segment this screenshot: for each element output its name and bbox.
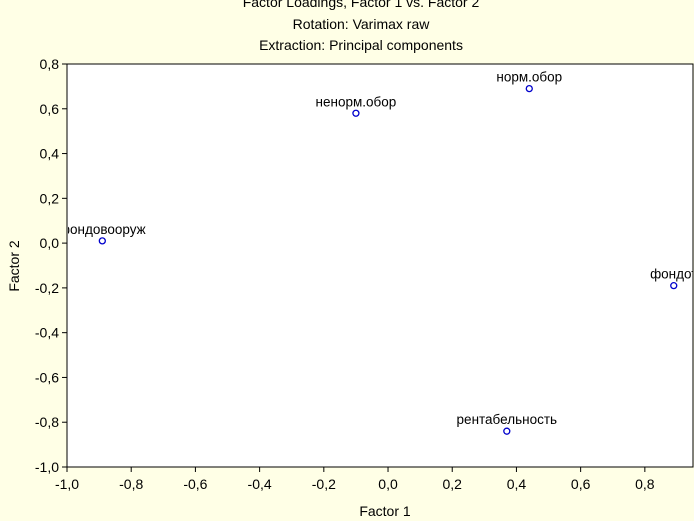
y-tick-label: 0,0 (40, 235, 60, 251)
chart-title: Factor Loadings, Factor 1 vs. Factor 2 (243, 0, 480, 10)
y-axis-label: Factor 2 (6, 240, 22, 292)
data-point-marker (525, 84, 533, 93)
y-tick-label: -0,2 (35, 280, 59, 296)
data-points: фондовооруж ненорм.обор норм.обор фондот рен… (59, 70, 694, 435)
x-axis-ticks: -1,0 -0,8 -0,6 -0,4 -0,2 0,0 0,2 0,4 0,6 0,8 (55, 467, 655, 492)
y-tick-label: 0,8 (40, 56, 60, 72)
data-point-label: норм.обор (496, 70, 562, 85)
x-tick-label: 0,6 (571, 476, 591, 492)
x-tick-label: 0,0 (378, 476, 398, 492)
x-tick-label: 0,2 (442, 476, 462, 492)
chart-subtitle-extraction: Extraction: Principal components (259, 37, 463, 53)
y-tick-label: -0,6 (35, 369, 59, 385)
x-tick-label: -0,6 (183, 476, 207, 492)
y-axis-ticks: 0,8 0,6 0,4 0,2 0,0 -0,2 -0,4 -0,6 -0,8 -1,0 (35, 56, 67, 475)
y-tick-label: 0,4 (40, 146, 60, 162)
chart-subtitle-rotation: Rotation: Varimax raw (293, 16, 431, 32)
x-tick-label: -0,4 (248, 476, 272, 492)
data-point-label: фондовооруж (59, 222, 146, 237)
y-tick-label: -0,4 (35, 325, 59, 341)
data-point-label: фондот (650, 267, 694, 282)
x-tick-label: 0,4 (507, 476, 527, 492)
data-point-marker (503, 427, 511, 435)
plot-area (66, 63, 694, 468)
y-tick-label: 0,6 (40, 101, 60, 117)
y-tick-label: -0,8 (35, 414, 59, 430)
x-tick-label: -0,8 (119, 476, 143, 492)
x-axis-label: Factor 1 (359, 503, 411, 519)
y-tick-label: 0,2 (40, 190, 60, 206)
data-point-marker (670, 281, 678, 290)
x-tick-label: -1,0 (55, 476, 79, 492)
data-point-label: ненорм.обор (316, 94, 397, 109)
data-point-marker (98, 237, 106, 245)
x-tick-label: -0,2 (312, 476, 336, 492)
data-point-label: рентабельность (457, 412, 558, 427)
y-tick-label: -1,0 (35, 459, 59, 475)
data-point-marker (352, 109, 360, 117)
x-tick-label: 0,8 (635, 476, 655, 492)
